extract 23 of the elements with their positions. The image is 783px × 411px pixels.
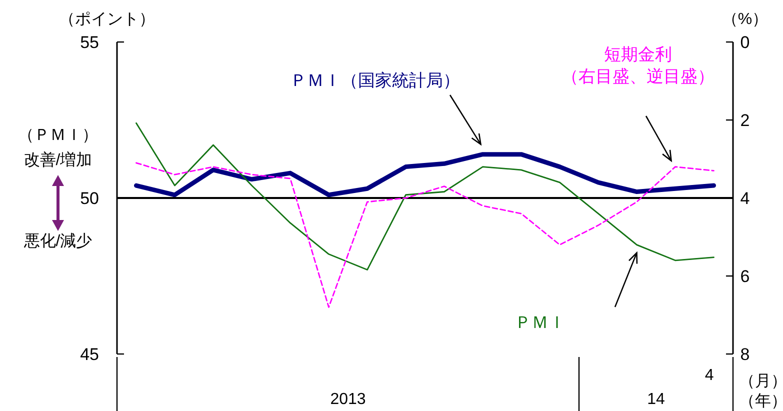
text: 短期金利（右目盛、逆目盛） (562, 45, 714, 86)
y2-tick-label: 4 (740, 189, 750, 208)
y2-tick-label: 6 (740, 267, 750, 286)
line-series (136, 122, 714, 270)
y2-tick-label: 0 (740, 33, 750, 52)
text: 改善/増加 (24, 151, 92, 169)
y-axis-title: （ポイント） (59, 11, 155, 28)
y2-tick-label: 2 (740, 111, 750, 130)
y-tick-label: 50 (80, 189, 99, 208)
text: 14 (647, 391, 665, 408)
line-series (134, 152, 716, 198)
text: ＰＭＩ（国家統計局） (290, 71, 460, 90)
y2-tick-label: 8 (740, 345, 750, 364)
text: （ＰＭＩ） (18, 127, 98, 144)
text: （年） (739, 393, 783, 410)
y2-axis-title: （%） (722, 11, 768, 28)
text: 悪化/減少 (22, 232, 92, 250)
text: ＰＭＩ (514, 313, 566, 332)
y-tick-label: 45 (80, 345, 99, 364)
text: （月） (739, 373, 783, 390)
line-series (136, 162, 714, 308)
y-tick-label: 55 (80, 33, 99, 52)
text: 2013 (330, 391, 366, 408)
